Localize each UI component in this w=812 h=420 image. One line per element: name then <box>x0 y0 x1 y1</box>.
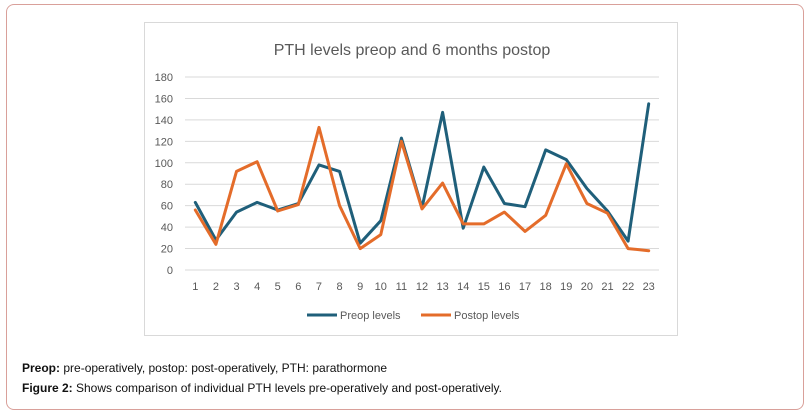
series-lines <box>193 102 651 253</box>
y-tick-label: 180 <box>155 72 173 84</box>
legend-label: Preop levels <box>340 310 401 322</box>
caption-figure-text: Shows comparison of individual PTH level… <box>72 381 502 395</box>
x-tick-label: 5 <box>275 281 281 293</box>
y-tick-label: 160 <box>155 93 173 105</box>
y-tick-label: 20 <box>161 244 173 256</box>
x-tick-label: 1 <box>192 281 198 293</box>
y-tick-label: 100 <box>155 158 173 170</box>
x-tick-label: 15 <box>478 281 490 293</box>
x-tick-label: 18 <box>540 281 552 293</box>
caption-figure: Figure 2: Shows comparison of individual… <box>22 381 502 395</box>
chart-title: PTH levels preop and 6 months postop <box>274 42 551 59</box>
y-tick-label: 140 <box>155 115 173 127</box>
chart-area: PTH levels preop and 6 months postop 0 20… <box>144 22 678 336</box>
x-tick-label: 21 <box>601 281 613 293</box>
x-tick-label: 16 <box>498 281 510 293</box>
gridlines <box>185 76 659 271</box>
y-tick-label: 40 <box>161 222 173 234</box>
x-tick-label: 12 <box>416 281 428 293</box>
y-tick-label: 0 <box>167 265 173 277</box>
x-tick-label: 17 <box>519 281 531 293</box>
x-tick-label: 23 <box>643 281 655 293</box>
x-tick-label: 6 <box>295 281 301 293</box>
y-tick-label: 80 <box>161 179 173 191</box>
y-tick-label: 120 <box>155 136 173 148</box>
series-line-postop <box>193 125 651 253</box>
y-tick-label: 60 <box>161 201 173 213</box>
caption-abbreviations: Preop: pre-operatively, postop: post-ope… <box>22 361 387 375</box>
x-tick-label: 13 <box>436 281 448 293</box>
x-tick-label: 4 <box>254 281 260 293</box>
line-chart: PTH levels preop and 6 months postop 020… <box>155 42 659 322</box>
x-tick-label: 3 <box>233 281 239 293</box>
x-tick-label: 14 <box>457 281 469 293</box>
x-tick-label: 9 <box>357 281 363 293</box>
caption-abbrev-text: pre-operatively, postop: post-operativel… <box>60 361 388 375</box>
x-tick-label: 8 <box>337 281 343 293</box>
x-tick-label: 22 <box>622 281 634 293</box>
y-axis-ticks: 0 20 40 60 80 100 120 140 160 180 <box>155 72 173 277</box>
legend: Preop levels Postop levels <box>307 310 520 322</box>
x-tick-label: 11 <box>396 281 407 293</box>
x-tick-label: 19 <box>560 281 572 293</box>
x-tick-label: 20 <box>581 281 593 293</box>
caption-abbrev-label: Preop: <box>22 361 61 375</box>
x-axis-ticks: 1 2 3 4 5 6 7 8 9 10 11 12 13 14 15 16 17 18 19 20 21 22 23 <box>192 281 655 293</box>
x-tick-label: 7 <box>316 281 322 293</box>
caption-figure-label: Figure 2: <box>22 381 73 395</box>
x-tick-label: 10 <box>375 281 387 293</box>
x-tick-label: 2 <box>213 281 219 293</box>
legend-label: Postop levels <box>454 310 520 322</box>
